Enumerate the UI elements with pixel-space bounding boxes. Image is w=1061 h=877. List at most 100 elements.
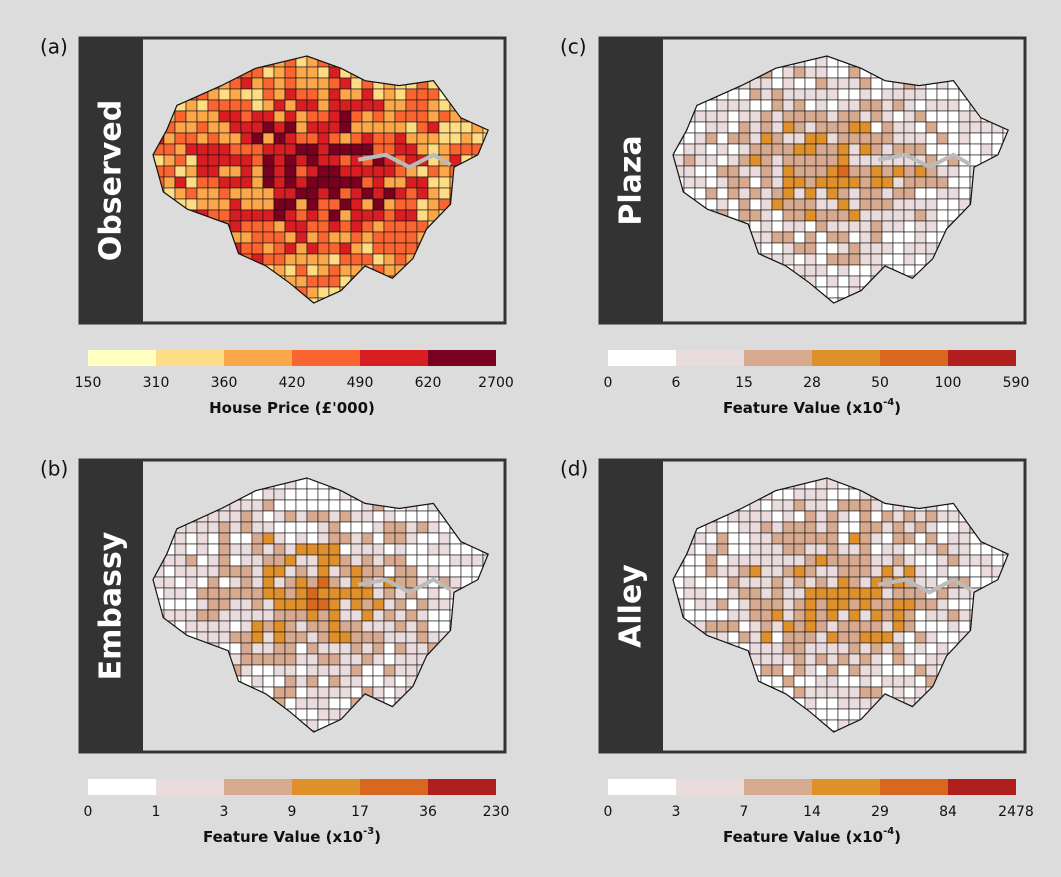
legend-tick-label: 17 — [351, 804, 369, 820]
map-area — [827, 133, 838, 144]
map-area — [285, 599, 296, 610]
map-area — [373, 665, 384, 676]
map-area — [395, 111, 406, 122]
map-area — [739, 533, 750, 544]
map-area — [805, 621, 816, 632]
map-area — [981, 555, 992, 566]
map-area — [296, 676, 307, 687]
panel-label: (a) — [40, 35, 68, 59]
map-area — [816, 166, 827, 177]
map-area — [351, 676, 362, 687]
map-area — [794, 544, 805, 555]
map-area — [827, 610, 838, 621]
map-area — [761, 632, 772, 643]
map-area — [274, 133, 285, 144]
map-area — [384, 588, 395, 599]
map-area — [340, 210, 351, 221]
map-area — [197, 122, 208, 133]
map-area — [838, 676, 849, 687]
map-area — [827, 287, 838, 298]
map-area — [351, 643, 362, 654]
map-area — [197, 111, 208, 122]
map-area — [307, 265, 318, 276]
map-area — [838, 610, 849, 621]
map-area — [406, 544, 417, 555]
map-area — [959, 533, 970, 544]
map-area — [860, 665, 871, 676]
map-area — [296, 610, 307, 621]
map-area — [241, 511, 252, 522]
map-area — [362, 210, 373, 221]
map-area — [838, 166, 849, 177]
map-area — [351, 654, 362, 665]
map-area — [461, 555, 472, 566]
map-area — [838, 533, 849, 544]
map-area — [428, 89, 439, 100]
map-area — [340, 511, 351, 522]
map-area — [351, 621, 362, 632]
map-area — [362, 599, 373, 610]
legend-title-end: ) — [374, 828, 381, 846]
map-area — [794, 676, 805, 687]
map-area — [805, 243, 816, 254]
map-area — [219, 621, 230, 632]
map-area — [706, 122, 717, 133]
map-area — [428, 166, 439, 177]
map-area — [241, 243, 252, 254]
map-area — [772, 188, 783, 199]
map-area — [860, 199, 871, 210]
map-area — [761, 221, 772, 232]
map-area — [860, 687, 871, 698]
map-area — [893, 588, 904, 599]
map-area — [827, 144, 838, 155]
map-area — [937, 522, 948, 533]
map-area — [373, 177, 384, 188]
map-area — [186, 188, 197, 199]
map-area — [175, 166, 186, 177]
legend-tick-label: 29 — [871, 804, 889, 820]
map-area — [406, 177, 417, 188]
map-area — [406, 188, 417, 199]
map-area — [197, 533, 208, 544]
map-area — [296, 588, 307, 599]
map-area — [406, 654, 417, 665]
map-area — [783, 621, 794, 632]
map-area — [329, 654, 340, 665]
map-area — [816, 210, 827, 221]
map-area — [417, 89, 428, 100]
map-area — [937, 89, 948, 100]
map-area — [395, 254, 406, 265]
map-area — [860, 177, 871, 188]
map-area — [750, 144, 761, 155]
map-area — [230, 522, 241, 533]
map-area — [351, 232, 362, 243]
map-area — [219, 599, 230, 610]
legend-swatch — [948, 350, 1016, 366]
map-area — [838, 122, 849, 133]
panel-title: Observed — [94, 100, 129, 261]
map-area — [252, 188, 263, 199]
map-area — [197, 522, 208, 533]
map-area — [915, 632, 926, 643]
map-area — [340, 599, 351, 610]
map-area — [307, 599, 318, 610]
map-area — [893, 243, 904, 254]
map-area — [926, 199, 937, 210]
map-area — [728, 155, 739, 166]
map-area — [175, 599, 186, 610]
map-area — [296, 177, 307, 188]
map-area — [750, 533, 761, 544]
map-area — [805, 599, 816, 610]
map-area — [208, 111, 219, 122]
map-area — [904, 687, 915, 698]
map-area — [329, 588, 340, 599]
map-area — [904, 166, 915, 177]
map-area — [695, 166, 706, 177]
map-area — [395, 654, 406, 665]
map-area — [318, 654, 329, 665]
map-area — [706, 144, 717, 155]
map-area — [439, 610, 450, 621]
map-area — [860, 599, 871, 610]
map-area — [296, 632, 307, 643]
map-area — [362, 621, 373, 632]
